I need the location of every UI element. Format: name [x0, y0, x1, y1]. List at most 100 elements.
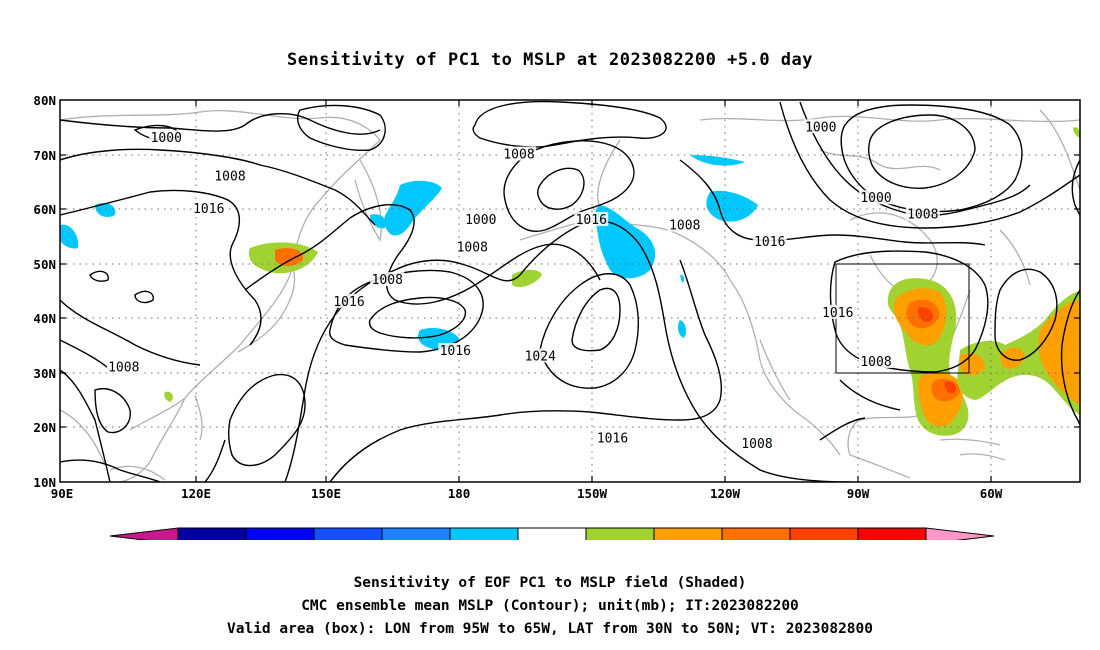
caption-contour: CMC ensemble mean MSLP (Contour); unit(m…	[301, 598, 799, 614]
contour-label-bg	[106, 359, 141, 374]
contour-label-bg	[752, 233, 787, 248]
colorbar-swatch	[177, 527, 247, 540]
contour-label-bg	[502, 146, 536, 161]
positive-region	[944, 381, 956, 394]
contour-label: 1008	[503, 148, 534, 163]
lat-label: 80N	[33, 93, 56, 108]
lat-label: 30N	[33, 366, 56, 381]
positive-region	[918, 307, 933, 322]
contour-label-bg	[463, 212, 498, 227]
contour-label-bg	[905, 206, 940, 221]
contour-label: 1016	[333, 295, 364, 310]
contour-label-bg	[820, 304, 855, 319]
contour-label-bg	[523, 348, 558, 363]
lat-label: 10N	[33, 475, 56, 490]
sensitivity-shading	[60, 127, 1080, 447]
contour-label-bg	[859, 190, 893, 205]
negative-region	[706, 190, 758, 222]
negative-region	[690, 155, 745, 166]
negative-region	[383, 180, 442, 236]
lat-label: 40N	[33, 311, 56, 326]
lon-label: 120E	[181, 486, 211, 501]
lon-label: 180	[448, 486, 471, 501]
contour-label: 1008	[108, 360, 139, 375]
lon-label: 90W	[847, 486, 870, 501]
positive-region	[1000, 347, 1025, 369]
caption-shaded: Sensitivity of EOF PC1 to MSLP field (Sh…	[353, 575, 747, 591]
colorbar-swatch	[381, 527, 451, 540]
map-title: Sensitivity of PC1 to MSLP at 2023082200…	[286, 50, 813, 70]
contour-label: 1008	[860, 355, 891, 370]
contour-label-bg	[191, 201, 226, 216]
contour-labels: 1000 1008 1016 1008 1000 1016 1008 1008 1008 1016…	[106, 119, 940, 452]
colorbar-swatch	[517, 527, 587, 540]
lon-label: 150W	[577, 486, 608, 501]
colorbar: -0.9-0.8-0.7-0.6-0.5-0.420.420.50.60.70.…	[109, 527, 995, 540]
contour-label-bg	[213, 168, 247, 183]
contour-label: 1008	[669, 219, 700, 234]
contour-label: 1000	[465, 213, 496, 228]
contour-label: 1016	[193, 202, 224, 217]
colorbar-swatch	[857, 527, 927, 540]
caption-valid-area: Valid area (box): LON from 95W to 65W, L…	[226, 621, 873, 637]
plot-frame	[59, 99, 1081, 483]
colorbar-swatch	[789, 527, 859, 540]
colorbar-swatch	[313, 527, 383, 540]
contour-label: 1016	[576, 213, 607, 228]
contour-label: 1016	[754, 235, 785, 250]
negative-region	[677, 320, 687, 338]
negative-region	[370, 214, 386, 229]
axis-ticks	[60, 100, 1080, 482]
contour-label-bg	[438, 343, 473, 358]
contour-label: 1016	[440, 344, 471, 359]
lat-label: 20N	[33, 420, 56, 435]
contour-label-bg	[574, 212, 609, 227]
negative-region	[95, 203, 116, 217]
lat-label: 60N	[33, 202, 56, 217]
colorbar-high-extension	[925, 527, 995, 540]
positive-region	[1073, 127, 1080, 138]
lon-label: 150E	[311, 486, 341, 501]
contour-label: 1000	[805, 120, 836, 135]
gridlines	[60, 100, 1080, 482]
contour-label: 1016	[822, 306, 853, 321]
positive-region	[275, 248, 304, 266]
colorbar-swatch	[653, 527, 723, 540]
positive-region	[512, 269, 542, 287]
contour-label-bg	[455, 239, 490, 254]
colorbar-swatch	[449, 527, 519, 540]
lon-label: 60W	[980, 486, 1003, 501]
contour-label-bg	[332, 293, 366, 308]
contour-label: 1000	[860, 191, 891, 206]
positive-region	[1038, 300, 1080, 405]
contour-label: 1000	[151, 131, 182, 146]
contour-label: 1008	[741, 437, 772, 452]
positive-region	[960, 353, 985, 376]
contour-label: 1008	[372, 273, 403, 288]
negative-region	[595, 205, 656, 279]
contour-label: 1008	[907, 208, 938, 223]
lon-label: 120W	[710, 486, 741, 501]
lat-label: 70N	[33, 148, 56, 163]
negative-region	[60, 224, 79, 249]
contour-label: 1008	[457, 240, 488, 255]
colorbar-swatch	[721, 527, 791, 540]
contour-label-bg	[803, 119, 838, 134]
negative-region	[680, 274, 685, 283]
colorbar-swatch	[245, 527, 315, 540]
positive-region	[164, 391, 173, 402]
contour-label-bg	[149, 130, 184, 145]
contour-label-bg	[370, 272, 405, 287]
colorbar-swatch	[585, 527, 655, 540]
contour-label-bg	[859, 353, 893, 368]
contour-label-bg	[667, 217, 702, 232]
contour-label-bg	[740, 435, 774, 450]
contour-label: 1024	[525, 349, 556, 364]
contour-label: 1016	[597, 431, 628, 446]
lon-label: 90E	[51, 486, 74, 501]
sensitivity-map: 1000 1008 1016 1008 1000 1016 1008 1008 1008 1016…	[33, 93, 1081, 540]
contour-label: 1008	[214, 169, 245, 184]
contour-label-bg	[595, 430, 630, 445]
colorbar-low-extension	[109, 527, 179, 540]
lat-label: 50N	[33, 257, 56, 272]
